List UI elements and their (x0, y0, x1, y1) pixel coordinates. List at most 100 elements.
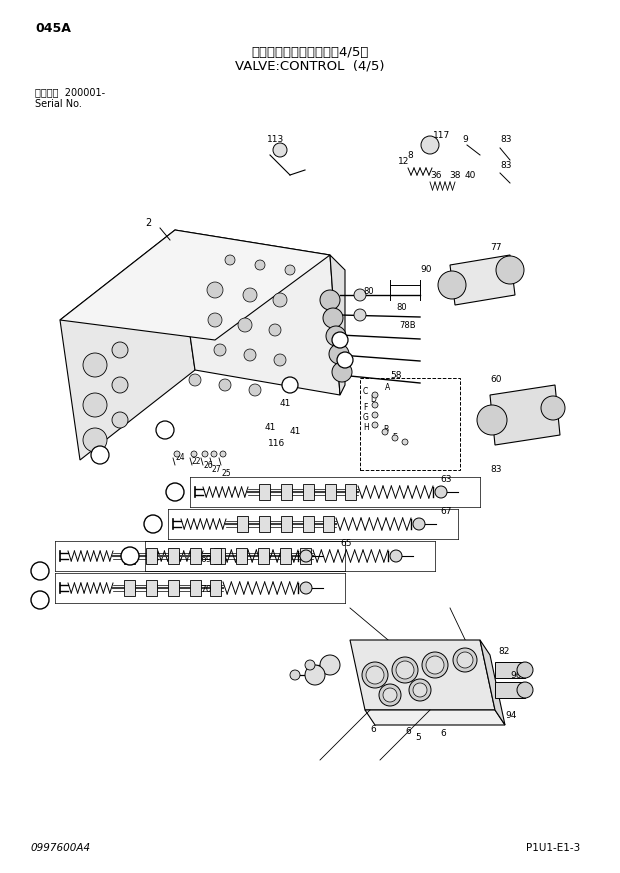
Circle shape (243, 288, 257, 302)
Text: 70: 70 (200, 586, 211, 595)
Text: 90: 90 (420, 265, 432, 274)
Polygon shape (350, 640, 495, 710)
Text: 69: 69 (200, 555, 211, 565)
Circle shape (214, 344, 226, 356)
Circle shape (31, 591, 49, 609)
Text: D: D (370, 395, 376, 404)
Text: P1U1-E1-3: P1U1-E1-3 (526, 843, 580, 853)
Circle shape (421, 136, 439, 154)
Circle shape (238, 318, 252, 332)
Bar (124, 548, 135, 564)
Circle shape (457, 652, 473, 668)
Text: 38: 38 (449, 170, 461, 180)
Bar (259, 484, 270, 500)
Bar (124, 580, 135, 596)
Text: 77: 77 (490, 244, 502, 252)
Circle shape (249, 384, 261, 396)
Bar (214, 548, 225, 564)
Text: 12: 12 (398, 157, 409, 167)
Circle shape (382, 429, 388, 435)
Circle shape (517, 682, 533, 698)
Circle shape (326, 326, 346, 346)
Circle shape (273, 143, 287, 157)
Text: 58: 58 (390, 370, 402, 380)
Circle shape (207, 282, 223, 298)
Text: 83: 83 (500, 135, 511, 145)
Circle shape (413, 683, 427, 697)
Circle shape (189, 374, 201, 386)
Polygon shape (175, 230, 340, 395)
Circle shape (290, 670, 300, 680)
Circle shape (320, 290, 340, 310)
Text: 22: 22 (192, 457, 202, 466)
Circle shape (112, 412, 128, 428)
Text: 60: 60 (490, 375, 502, 384)
Bar (168, 580, 179, 596)
Text: 82: 82 (498, 648, 510, 656)
Polygon shape (60, 230, 330, 340)
Circle shape (255, 260, 265, 270)
Circle shape (366, 666, 384, 684)
Circle shape (379, 684, 401, 706)
Circle shape (305, 665, 325, 685)
Circle shape (383, 688, 397, 702)
Text: 6: 6 (405, 727, 410, 737)
Text: 41: 41 (290, 428, 301, 436)
Text: 6: 6 (370, 725, 376, 734)
Text: 117: 117 (433, 130, 450, 140)
Circle shape (220, 451, 226, 457)
Text: 適用号機  200001-: 適用号機 200001- (35, 87, 105, 97)
Text: VALVE:CONTROL  (4/5): VALVE:CONTROL (4/5) (235, 59, 385, 72)
Text: バルブ：コントロール（4/5）: バルブ：コントロール（4/5） (251, 45, 369, 58)
Circle shape (435, 486, 447, 498)
Circle shape (320, 655, 340, 675)
Circle shape (426, 656, 444, 674)
Circle shape (83, 353, 107, 377)
Circle shape (191, 451, 197, 457)
Text: 41: 41 (265, 423, 277, 432)
Text: 9: 9 (462, 135, 467, 145)
Text: D: D (161, 425, 169, 435)
Text: B: B (149, 519, 156, 528)
Circle shape (91, 446, 109, 464)
Text: 78B: 78B (399, 320, 415, 329)
Text: Serial No.: Serial No. (35, 99, 82, 109)
Circle shape (392, 435, 398, 441)
Bar (280, 548, 291, 564)
Circle shape (83, 393, 107, 417)
Text: 80: 80 (363, 286, 374, 295)
Bar (325, 484, 336, 500)
Text: 67: 67 (440, 507, 451, 517)
Circle shape (453, 648, 477, 672)
Text: B: B (383, 425, 388, 435)
Circle shape (225, 255, 235, 265)
Text: E: E (37, 595, 43, 604)
Circle shape (244, 349, 256, 361)
Circle shape (402, 439, 408, 445)
Text: A: A (385, 383, 390, 393)
Text: 6: 6 (440, 730, 446, 739)
Bar (303, 484, 314, 500)
Circle shape (300, 550, 312, 562)
Circle shape (362, 662, 388, 688)
Text: 94: 94 (505, 711, 516, 719)
Circle shape (305, 660, 315, 670)
Circle shape (477, 405, 507, 435)
Polygon shape (365, 710, 505, 725)
Text: 2: 2 (145, 218, 151, 228)
Text: 80: 80 (396, 304, 407, 313)
Circle shape (496, 256, 524, 284)
Text: 65: 65 (340, 539, 352, 547)
Circle shape (273, 293, 287, 307)
Bar (360, 378, 460, 470)
Circle shape (541, 396, 565, 420)
Polygon shape (330, 255, 345, 395)
Bar (323, 516, 334, 532)
Polygon shape (480, 640, 505, 725)
Bar (168, 548, 179, 564)
Text: G: G (363, 414, 369, 423)
Text: 25: 25 (221, 470, 231, 478)
Text: 0997600A4: 0997600A4 (30, 843, 90, 853)
Text: 26: 26 (203, 462, 213, 471)
Bar (190, 580, 201, 596)
